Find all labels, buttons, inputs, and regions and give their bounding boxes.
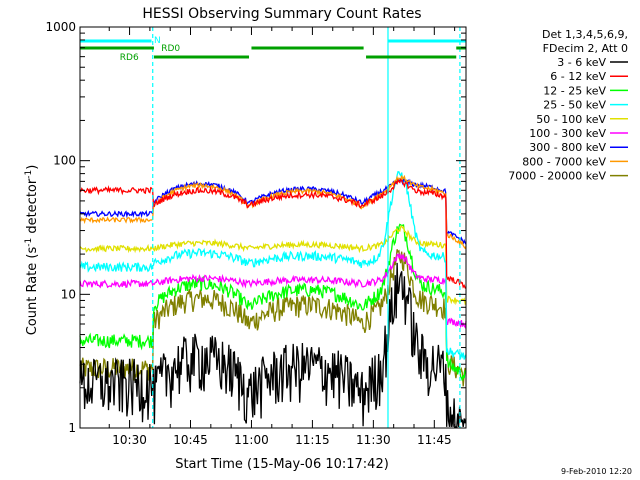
series-line-0 xyxy=(79,262,467,428)
flag-bar-2-0 xyxy=(153,55,250,59)
y-tick-label-0: 1 xyxy=(68,421,76,435)
y-axis-label: Count Rate (s-1 detector-1) xyxy=(24,165,40,336)
x-tick-label-3: 11:15 xyxy=(295,433,330,447)
series-line-4 xyxy=(79,225,467,306)
series-line-3 xyxy=(79,170,467,360)
series-line-8 xyxy=(79,249,467,387)
series-line-7 xyxy=(79,174,467,250)
legend-label-1: 6 - 12 keV xyxy=(550,70,606,83)
legend-label-0: 3 - 6 keV xyxy=(557,56,606,69)
flag-label-1: RD0 xyxy=(161,44,180,54)
series-line-1 xyxy=(79,178,467,289)
y-tick-label-3: 1000 xyxy=(45,20,76,34)
flag-bar-0-1 xyxy=(387,39,466,43)
legend-label-6: 300 - 800 keV xyxy=(529,141,606,154)
flag-label-2: RD6 xyxy=(120,53,139,63)
flag-label-0: N xyxy=(154,36,161,46)
x-tick-label-2: 11:00 xyxy=(234,433,269,447)
legend-header-line-2: FDecim 2, Att 0 xyxy=(543,42,628,55)
legend-label-3: 25 - 50 keV xyxy=(543,99,606,112)
x-tick-label-1: 10:45 xyxy=(173,433,208,447)
x-tick-label-4: 11:30 xyxy=(356,433,391,447)
flag-bar-1-1 xyxy=(251,46,364,50)
plot-frame xyxy=(79,26,467,429)
legend-label-8: 7000 - 20000 keV xyxy=(508,170,606,183)
legend-label-2: 12 - 25 keV xyxy=(543,84,606,97)
flag-bar-2-1 xyxy=(366,55,457,59)
x-axis-label: Start Time (15-May-06 10:17:42) xyxy=(175,457,389,472)
legend-label-5: 100 - 300 keV xyxy=(529,127,606,140)
y-tick-label-2: 100 xyxy=(53,154,76,168)
x-tick-labels: 10:30 10:45 11:00 11:15 11:30 11:45 xyxy=(108,27,456,447)
y-tick-label-1: 10 xyxy=(61,287,76,301)
flag-bar-0-0 xyxy=(80,39,152,43)
x-tick-label-0: 10:30 xyxy=(112,433,147,447)
y-tick-labels: 1 10 100 1000 xyxy=(45,20,466,435)
x-tick-label-5: 11:45 xyxy=(417,433,452,447)
flag-bar-1-0 xyxy=(80,46,154,50)
legend-label-4: 50 - 100 keV xyxy=(536,113,606,126)
legend-header-line-1: Det 1,3,4,5,6,9, xyxy=(542,28,628,41)
legend: Det 1,3,4,5,6,9, FDecim 2, Att 0 3 - 6 k… xyxy=(508,28,628,183)
chart-title: HESSI Observing Summary Count Rates xyxy=(142,6,421,22)
timestamp: 9-Feb-2010 12:20 xyxy=(561,467,632,476)
legend-label-7: 800 - 7000 keV xyxy=(522,155,606,168)
series-line-5 xyxy=(79,252,467,329)
